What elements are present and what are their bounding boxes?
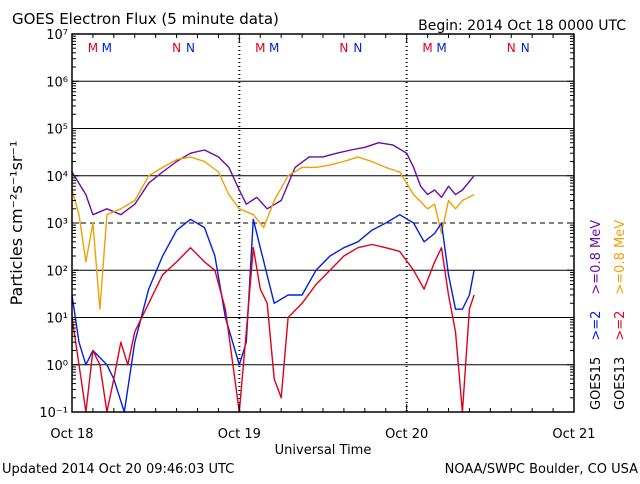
legend-entry: >=2 [589,311,604,341]
updated-text: Updated 2014 Oct 20 09:46:03 UTC [2,462,234,477]
legend: GOES15 >=2 >=0.8 MeV GOES13 >=2 >=0.8 MeV [589,220,628,410]
y-tick-label: 10³ [46,217,68,232]
y-tick-label: 10⁴ [46,170,68,185]
credit-text: NOAA/SWPC Boulder, CO USA [445,462,638,477]
x-tick-label: Oct 19 [218,427,261,442]
x-tick-labels: Oct 18 Oct 19 Oct 20 Oct 21 [50,34,596,442]
series-lines [71,141,475,413]
x-tick-label: Oct 20 [385,427,428,442]
y-tick-labels: 10⁻¹ 10⁰ 10¹ 10² 10³ 10⁴ 10⁵ 10⁶ 10⁷ [39,28,574,421]
x-tick-label: Oct 21 [552,427,595,442]
orbit-marker-label: M [255,41,265,55]
orbit-marker-label: N [521,41,530,55]
orbit-marker-label: M [102,41,112,55]
x-tick-label: Oct 18 [50,427,93,442]
y-tick-label: 10⁶ [46,75,68,90]
y-tick-label: 10⁻¹ [39,406,68,421]
y-tick-label: 10² [46,264,68,279]
series-line [71,141,475,216]
orbit-marker-label: N [172,41,181,55]
legend-satellite: GOES15 [589,357,604,410]
y-tick-label: 10⁵ [46,123,68,138]
y-axis-label: Particles cm⁻²s⁻¹sr⁻¹ [7,141,26,306]
series-line [71,243,475,413]
orbit-marker-label: N [353,41,362,55]
begin-time: Begin: 2014 Oct 18 0000 UTC [418,18,626,34]
orbit-marker-label: N [339,41,348,55]
legend-satellite: GOES13 [613,357,628,410]
chart-title: GOES Electron Flux (5 minute data) [12,10,279,28]
legend-entry: >=2 [613,311,628,341]
series-line [71,213,475,413]
x-axis-label: Universal Time [275,443,372,458]
series-line [71,156,475,310]
orbit-marker-label: N [186,41,195,55]
orbit-marker-label: M [88,41,98,55]
legend-entry: >=0.8 MeV [589,220,604,295]
legend-column: GOES13 >=2 >=0.8 MeV [613,220,628,410]
orbit-marker-label: N [507,41,516,55]
y-tick-label: 10¹ [46,312,68,327]
grid-lines [72,34,574,412]
y-tick-label: 10⁷ [46,28,68,43]
y-tick-label: 10⁰ [46,359,68,374]
legend-entry: >=0.8 MeV [613,220,628,295]
orbit-marker-label: M [422,41,432,55]
orbit-marker-label: M [436,41,446,55]
orbit-marker-label: M [269,41,279,55]
legend-column: GOES15 >=2 >=0.8 MeV [589,220,604,410]
